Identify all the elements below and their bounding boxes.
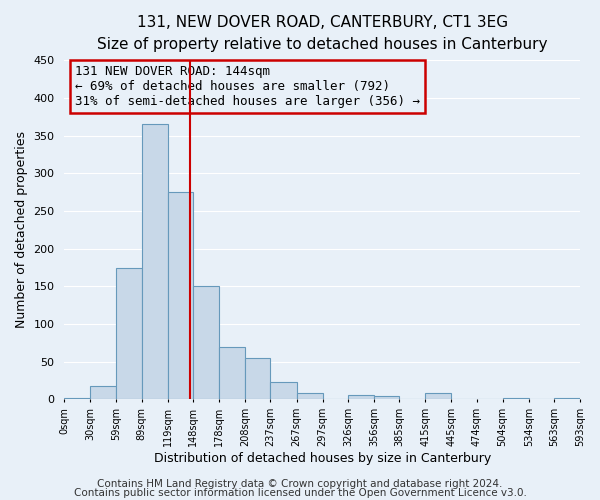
Title: 131, NEW DOVER ROAD, CANTERBURY, CT1 3EG
Size of property relative to detached h: 131, NEW DOVER ROAD, CANTERBURY, CT1 3EG… <box>97 15 547 52</box>
Text: 131 NEW DOVER ROAD: 144sqm
← 69% of detached houses are smaller (792)
31% of sem: 131 NEW DOVER ROAD: 144sqm ← 69% of deta… <box>75 66 420 108</box>
Bar <box>271 382 296 400</box>
Bar <box>116 268 142 400</box>
X-axis label: Distribution of detached houses by size in Canterbury: Distribution of detached houses by size … <box>154 452 491 465</box>
Bar <box>374 396 399 400</box>
Bar <box>142 124 168 400</box>
Bar <box>64 398 91 400</box>
Bar <box>91 386 116 400</box>
Bar <box>168 192 193 400</box>
Text: Contains HM Land Registry data © Crown copyright and database right 2024.: Contains HM Land Registry data © Crown c… <box>97 479 503 489</box>
Text: Contains public sector information licensed under the Open Government Licence v3: Contains public sector information licen… <box>74 488 526 498</box>
Bar <box>296 392 323 400</box>
Bar <box>554 398 580 400</box>
Y-axis label: Number of detached properties: Number of detached properties <box>15 132 28 328</box>
Bar <box>503 398 529 400</box>
Bar <box>348 395 374 400</box>
Bar <box>219 346 245 400</box>
Bar <box>245 358 271 400</box>
Bar <box>193 286 219 400</box>
Bar <box>425 394 451 400</box>
